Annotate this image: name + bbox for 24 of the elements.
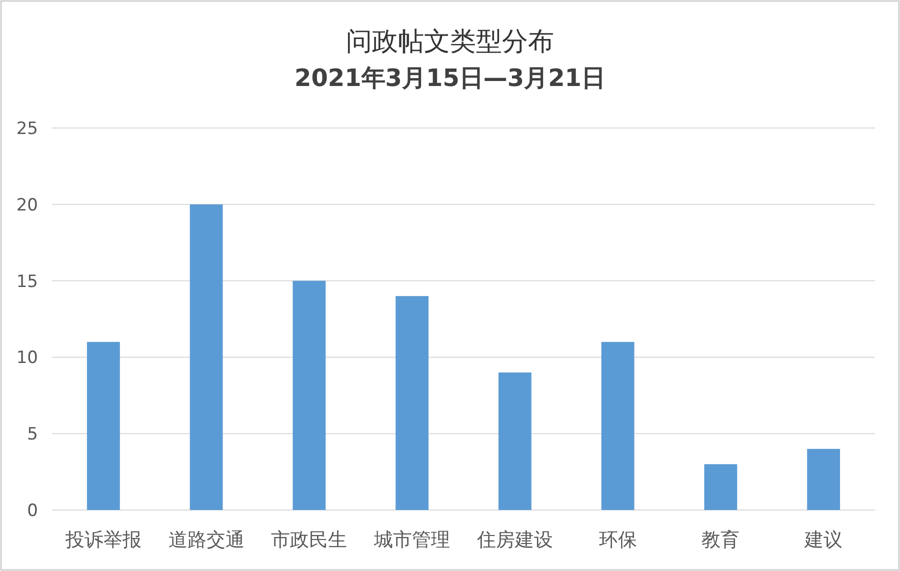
y-tick-label: 10 [16,348,38,368]
x-tick-label: 教育 [702,529,740,551]
bar [807,448,840,510]
bar [292,280,326,510]
x-tick-label: 住房建设 [476,529,553,551]
x-tick-label: 道路交通 [168,529,244,551]
chart-subtitle: 2021年3月15日—3月21日 [294,64,606,92]
bar [396,296,429,510]
chart-title: 问政帖文类型分布 [346,27,554,57]
bar [190,204,223,510]
x-tick-label: 环保 [598,529,637,551]
x-tick-label: 市政民生 [271,529,348,551]
bar [498,372,532,510]
bar [86,342,120,510]
x-tick-label: 建议 [804,529,843,551]
x-tick-label: 城市管理 [373,529,450,551]
y-tick-label: 15 [16,272,38,292]
bar [704,464,738,510]
y-tick-label: 5 [27,424,38,445]
y-tick-label: 20 [16,195,38,216]
y-tick-label: 0 [27,501,38,521]
x-tick-label: 投诉举报 [64,529,142,551]
bar [601,342,634,510]
y-tick-label: 25 [16,119,38,139]
